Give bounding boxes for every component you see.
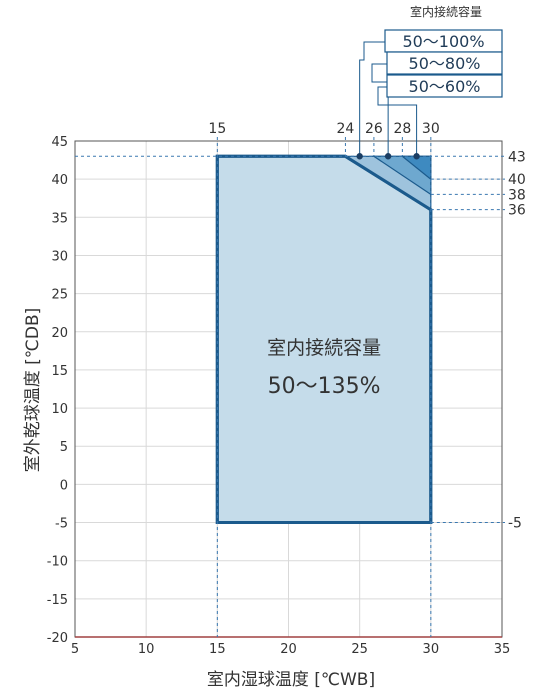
legend-title: 室内接続容量 — [410, 4, 482, 19]
markers — [356, 41, 420, 160]
y-tick-label: 35 — [51, 211, 68, 226]
region-title: 室内接続容量 — [267, 337, 381, 359]
leader-line — [359, 41, 387, 157]
x-tick-label: 35 — [494, 642, 511, 657]
right-value-label: 43 — [508, 149, 526, 165]
y-tick-label: -5 — [55, 517, 68, 532]
y-tick-label: -15 — [47, 593, 68, 608]
marker-dot — [413, 153, 420, 160]
y-tick-label: -20 — [47, 631, 68, 646]
y-tick-label: 15 — [51, 364, 68, 379]
legend-item-label: 50〜80% — [409, 54, 481, 73]
leader-line — [377, 86, 418, 157]
y-axis-title: 室外乾球温度 [℃DB] — [23, 308, 43, 473]
right-value-label: 40 — [508, 172, 526, 188]
y-tick-label: 0 — [60, 478, 68, 493]
legend-box — [386, 74, 503, 98]
y-tick-label: 30 — [51, 249, 68, 264]
x-tick-label: 5 — [71, 642, 79, 657]
region-range: 50〜135% — [268, 374, 381, 399]
y-tick-label: 40 — [51, 173, 68, 188]
top-value-label: 30 — [422, 121, 440, 137]
top-value-label: 24 — [337, 121, 355, 137]
right-value-label: 38 — [508, 187, 526, 203]
y-tick-label: -10 — [47, 555, 68, 570]
x-tick-label: 10 — [138, 642, 155, 657]
y-tick-label: 20 — [51, 326, 68, 341]
legend-item-label: 50〜60% — [409, 77, 481, 96]
legend: 室内接続容量 50〜100% 50〜80% 50〜60% — [384, 4, 503, 98]
y-tick-label: 45 — [51, 135, 68, 150]
y-tick-label: 5 — [60, 440, 68, 455]
guides — [75, 137, 505, 637]
y-tick-label: 25 — [51, 288, 68, 303]
marker-dot — [356, 153, 363, 160]
y-tick-label: 10 — [51, 402, 68, 417]
x-tick-label: 25 — [351, 642, 368, 657]
legend-box — [386, 51, 503, 75]
right-value-label: 36 — [508, 203, 526, 219]
top-value-label: 15 — [208, 121, 226, 137]
regions: 室内接続容量 50〜135% — [215, 154, 433, 524]
x-axis-title: 室内湿球温度 [℃WB] — [207, 670, 375, 690]
x-tick-label: 20 — [280, 642, 297, 657]
x-tick-label: 15 — [209, 642, 226, 657]
x-tick-label: 30 — [423, 642, 440, 657]
marker-dot — [384, 153, 392, 160]
top-value-label: 28 — [393, 121, 411, 137]
leader-line — [371, 63, 389, 157]
right-value-label: -5 — [508, 516, 522, 532]
legend-item-label: 50〜100% — [402, 32, 484, 51]
top-value-label: 26 — [365, 121, 383, 137]
